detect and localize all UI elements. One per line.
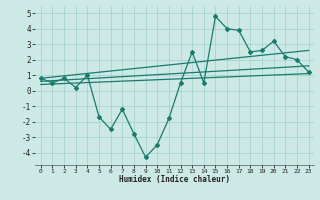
X-axis label: Humidex (Indice chaleur): Humidex (Indice chaleur) <box>119 175 230 184</box>
